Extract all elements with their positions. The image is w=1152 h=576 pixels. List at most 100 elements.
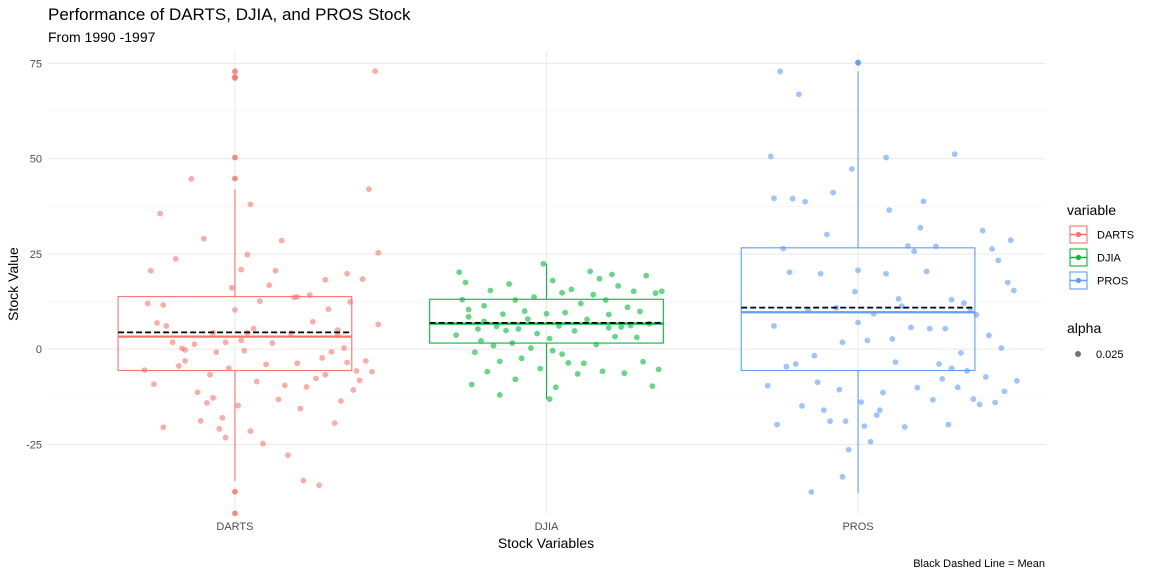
data-point — [297, 405, 304, 412]
data-point — [175, 363, 182, 369]
data-point — [562, 309, 569, 316]
data-point — [957, 350, 964, 356]
data-point — [867, 438, 874, 445]
box — [740, 247, 976, 372]
data-point — [979, 227, 986, 234]
data-point — [599, 368, 606, 375]
data-point — [926, 325, 933, 332]
data-point — [901, 423, 908, 430]
y-tick-label: 75 — [30, 58, 42, 70]
data-point — [331, 420, 338, 426]
data-point — [278, 237, 285, 244]
data-point — [232, 307, 238, 313]
data-point — [780, 245, 787, 252]
data-point — [540, 260, 547, 267]
data-point — [549, 347, 556, 354]
data-point — [281, 382, 288, 389]
data-point — [982, 374, 989, 380]
legend-item: PROS — [1069, 271, 1128, 290]
data-point — [920, 198, 927, 205]
data-point — [213, 349, 220, 356]
legend-key-dot — [1075, 231, 1082, 238]
legend-label: PROS — [1097, 276, 1128, 288]
data-point — [998, 345, 1005, 351]
data-point — [886, 207, 893, 214]
data-point — [203, 399, 210, 406]
data-point — [895, 295, 902, 302]
data-point — [630, 288, 637, 295]
data-point — [496, 391, 503, 398]
data-point — [322, 371, 329, 378]
data-point — [235, 402, 241, 409]
x-tick-label: DARTS — [216, 521, 253, 533]
data-point — [194, 389, 201, 396]
data-point — [799, 403, 805, 409]
data-point — [144, 300, 151, 307]
outlier-point — [232, 488, 238, 495]
data-point — [484, 368, 491, 375]
data-point — [817, 270, 824, 277]
data-point — [247, 428, 254, 434]
data-point — [266, 282, 273, 289]
data-point — [771, 195, 777, 202]
data-point — [275, 396, 282, 403]
data-point — [496, 358, 503, 365]
data-point — [197, 417, 204, 424]
data-point — [172, 255, 179, 262]
data-point — [970, 396, 977, 402]
data-point — [247, 201, 254, 208]
data-point — [151, 381, 157, 388]
box — [117, 296, 353, 372]
outlier-point — [232, 68, 238, 75]
data-point — [992, 399, 999, 406]
data-point — [954, 384, 961, 391]
data-point — [353, 367, 360, 374]
data-point — [222, 339, 229, 346]
data-point — [303, 383, 310, 390]
data-point — [621, 370, 628, 377]
data-point — [478, 337, 484, 344]
data-point — [475, 326, 481, 332]
data-point — [571, 327, 578, 334]
data-point — [521, 308, 528, 314]
data-point — [468, 381, 475, 388]
data-point — [559, 289, 565, 296]
data-point — [481, 302, 488, 309]
mean-layer — [118, 306, 975, 334]
data-point — [512, 297, 519, 303]
data-point — [883, 270, 890, 277]
data-point — [325, 306, 332, 313]
data-point — [157, 210, 164, 217]
data-point — [490, 342, 497, 349]
data-point — [649, 383, 656, 390]
data-point — [580, 360, 587, 367]
data-point — [839, 473, 846, 480]
data-point — [309, 318, 316, 325]
data-point — [995, 257, 1002, 264]
data-point — [366, 186, 372, 193]
data-point — [515, 326, 522, 332]
data-point — [225, 365, 232, 372]
data-point — [880, 389, 886, 396]
data-point — [948, 296, 955, 303]
data-point — [609, 271, 615, 278]
data-point — [836, 386, 843, 393]
data-point — [774, 421, 780, 428]
data-point — [359, 276, 366, 282]
data-point — [824, 231, 830, 238]
data-point — [552, 384, 559, 391]
data-point — [147, 267, 154, 274]
data-point — [328, 348, 335, 355]
data-point — [876, 407, 883, 414]
outlier-point — [232, 510, 238, 517]
data-point — [898, 303, 905, 310]
data-point — [503, 327, 509, 334]
legend: variable DARTS DJIA PROS alpha 0.025 — [1067, 202, 1134, 361]
data-point — [783, 363, 790, 370]
data-point — [524, 316, 531, 322]
data-point — [596, 275, 603, 282]
data-point — [861, 423, 868, 430]
data-point — [238, 337, 245, 344]
data-point — [285, 452, 291, 458]
